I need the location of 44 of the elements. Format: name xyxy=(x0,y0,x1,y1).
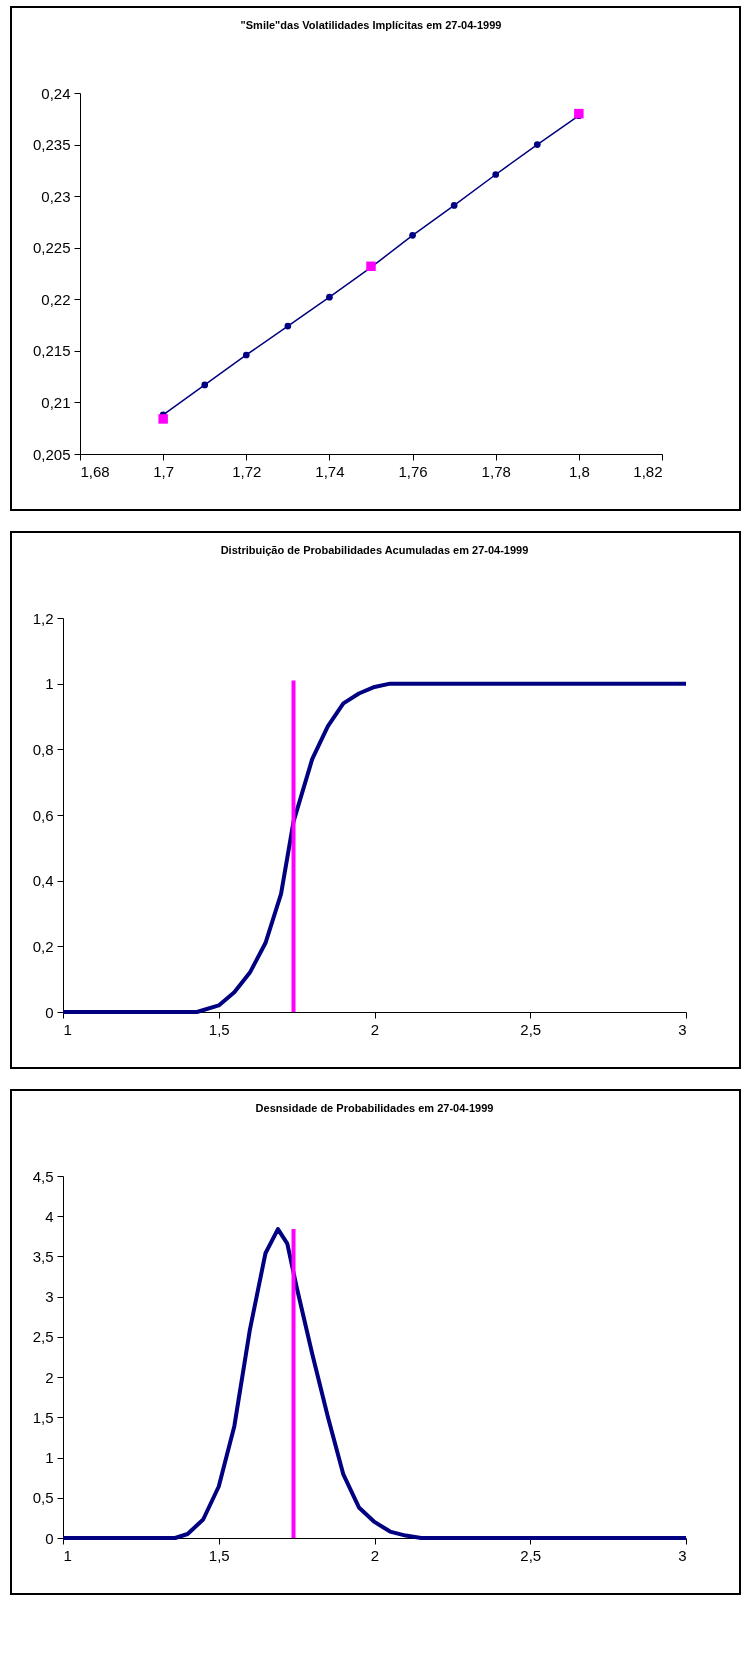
y-tick-label: 0,22 xyxy=(41,290,71,308)
chart-title: Distribuição de Probabilidades Acumuladas em 27-04-1999 xyxy=(220,544,529,556)
x-tick-label: 1,72 xyxy=(232,462,262,480)
chart-title: Desnsidade de Probabilidades em 27-04-1999 xyxy=(255,1102,494,1114)
y-tick-label: 1 xyxy=(45,675,54,693)
y-tick-label: 0 xyxy=(45,1529,54,1547)
x-tick-label: 1,7 xyxy=(153,462,175,480)
y-tick-label: 0,235 xyxy=(32,136,71,154)
y-tick-label: 1 xyxy=(45,1449,54,1467)
y-tick-label: 0,4 xyxy=(32,872,54,890)
y-tick-label: 2,5 xyxy=(32,1328,54,1346)
y-tick-label: 3 xyxy=(45,1288,54,1306)
y-tick-label: 0,21 xyxy=(41,393,71,411)
y-tick-label: 4,5 xyxy=(32,1167,54,1185)
y-tick-label: 3,5 xyxy=(32,1247,54,1265)
x-tick-label: 2 xyxy=(370,1020,380,1038)
y-tick-label: 0,205 xyxy=(32,445,71,463)
x-tick-label: 1,5 xyxy=(208,1020,230,1038)
x-tick-label: 3 xyxy=(678,1546,687,1564)
y-tick-label: 0,215 xyxy=(32,342,71,360)
x-tick-label: 1,68 xyxy=(80,462,110,480)
x-tick-label: 1,5 xyxy=(208,1546,230,1564)
chart-title: "Smile"das Volatilidades Implícitas em 27-04-1999 xyxy=(240,19,502,31)
x-tick-label: 1,82 xyxy=(633,462,663,480)
x-tick-label: 1,76 xyxy=(398,462,428,480)
x-tick-label: 2,5 xyxy=(520,1020,542,1038)
y-tick-label: 0,24 xyxy=(41,84,71,102)
y-tick-label: 0,2 xyxy=(32,937,54,955)
y-tick-label: 4 xyxy=(45,1207,54,1225)
x-tick-label: 2,5 xyxy=(520,1546,542,1564)
y-tick-label: 0 xyxy=(45,1003,54,1021)
y-tick-label: 0,23 xyxy=(41,187,71,205)
y-tick-label: 0,8 xyxy=(32,740,54,758)
y-tick-label: 0,225 xyxy=(32,239,71,257)
y-tick-label: 1,5 xyxy=(32,1408,54,1426)
y-tick-label: 1,2 xyxy=(32,609,54,627)
y-tick-label: 2 xyxy=(45,1368,54,1386)
x-tick-label: 3 xyxy=(678,1020,687,1038)
y-tick-label: 0,6 xyxy=(32,806,54,824)
x-tick-label: 2 xyxy=(370,1546,380,1564)
x-tick-label: 1,74 xyxy=(315,462,345,480)
x-tick-label: 1,78 xyxy=(481,462,511,480)
x-tick-label: 1,8 xyxy=(568,462,590,480)
y-tick-label: 0,5 xyxy=(32,1489,54,1507)
